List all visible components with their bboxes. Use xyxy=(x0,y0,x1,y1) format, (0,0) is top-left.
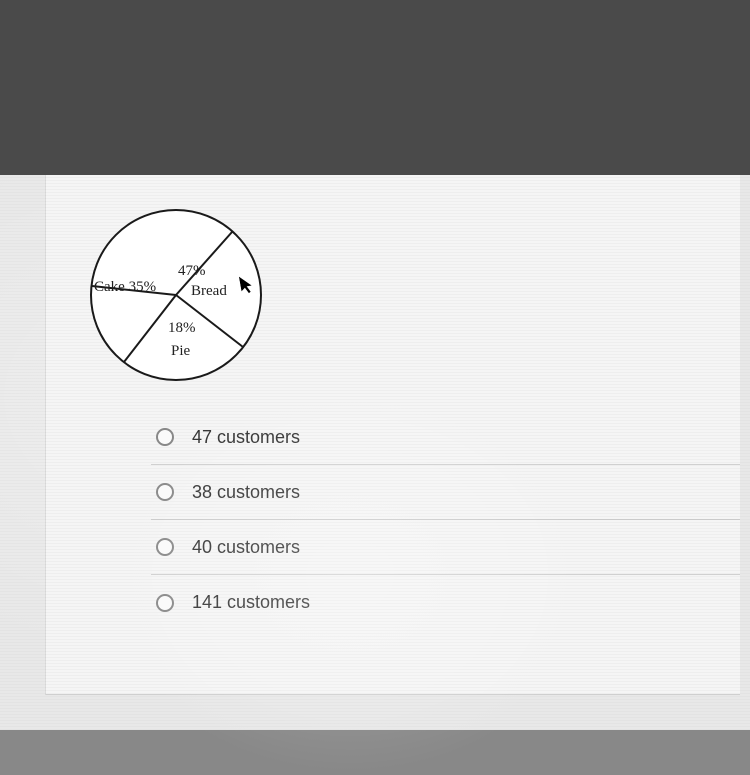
pie-slice-pie-name: Pie xyxy=(171,343,190,360)
pie-slice-pie-pct: 18% xyxy=(168,320,196,337)
option-label: 38 customers xyxy=(192,482,300,503)
option-label: 47 customers xyxy=(192,427,300,448)
radio-icon[interactable] xyxy=(156,428,174,446)
answer-options: 47 customers 38 customers 40 customers 1… xyxy=(151,410,740,630)
option-row[interactable]: 38 customers xyxy=(151,465,740,520)
option-row[interactable]: 141 customers xyxy=(151,575,740,630)
option-row[interactable]: 40 customers xyxy=(151,520,740,575)
pie-slice-bread-name: Bread xyxy=(191,283,227,300)
radio-icon[interactable] xyxy=(156,594,174,612)
top-dark-region xyxy=(0,0,750,175)
option-label: 141 customers xyxy=(192,592,310,613)
option-label: 40 customers xyxy=(192,537,300,558)
pie-slice-bread-pct: 47% xyxy=(178,263,206,280)
question-card: Cake 35% 47% Bread 18% Pie 47 customers … xyxy=(45,175,740,695)
radio-icon[interactable] xyxy=(156,538,174,556)
pie-chart: Cake 35% 47% Bread 18% Pie xyxy=(86,205,266,385)
option-row[interactable]: 47 customers xyxy=(151,410,740,465)
pie-slice-cake-label: Cake 35% xyxy=(94,279,156,296)
radio-icon[interactable] xyxy=(156,483,174,501)
content-panel: Cake 35% 47% Bread 18% Pie 47 customers … xyxy=(0,175,750,730)
